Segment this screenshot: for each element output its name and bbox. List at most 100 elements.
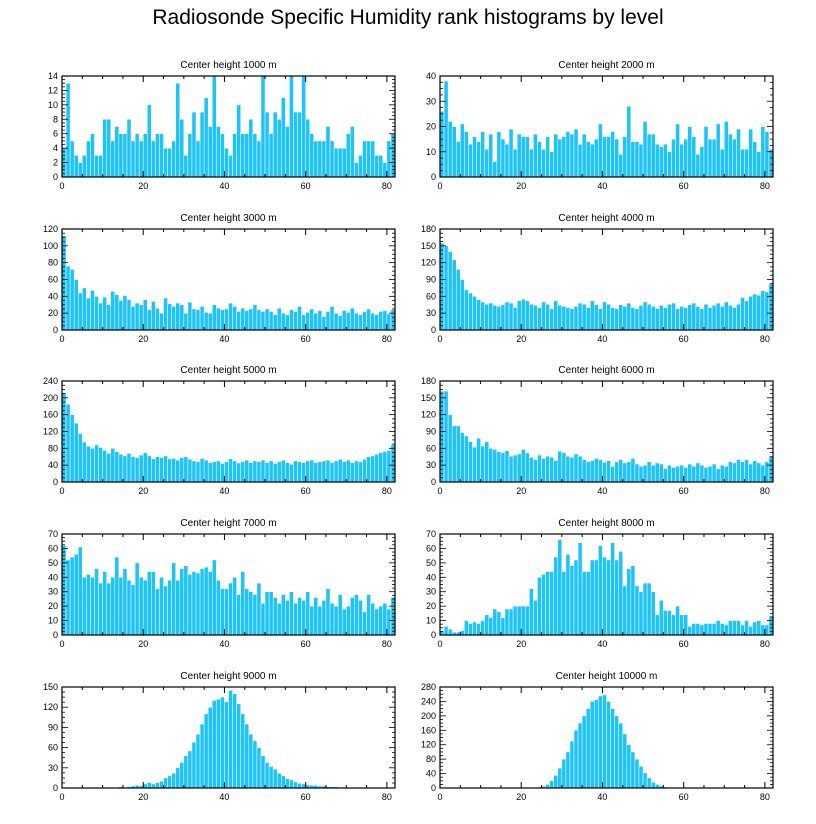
bar <box>390 597 396 636</box>
y-tick-label: 40 <box>426 572 436 582</box>
bar <box>488 133 494 178</box>
bar <box>492 608 498 636</box>
bar <box>468 623 473 636</box>
panel-6000m: Center height 6000 m 0 20 40 60 80 0 30 60 90 120 1… <box>421 365 774 496</box>
bar <box>732 307 737 331</box>
bar <box>272 314 278 331</box>
bar <box>464 131 469 178</box>
bar <box>240 133 245 178</box>
bar <box>695 623 701 636</box>
bar <box>732 462 737 483</box>
bar <box>504 143 510 178</box>
bar <box>260 603 266 636</box>
bar <box>130 140 136 178</box>
bar <box>207 706 213 789</box>
bar <box>504 608 510 636</box>
bar <box>618 722 623 789</box>
bar <box>276 119 282 178</box>
bar <box>691 623 697 636</box>
bar <box>679 464 684 483</box>
bar <box>594 559 599 636</box>
panel-9000m: Center height 9000 m 0 20 40 60 80 0 30 60 90 120 1… <box>43 671 396 802</box>
y-tick-label: 14 <box>48 71 58 81</box>
bar <box>346 605 351 636</box>
bar <box>130 306 136 331</box>
bar <box>268 766 274 789</box>
panel-title: Center height 2000 m <box>558 60 654 71</box>
bar <box>390 444 396 483</box>
x-tick-label: 40 <box>597 639 607 649</box>
bar <box>719 623 725 636</box>
bar <box>468 441 473 483</box>
bar <box>683 614 688 636</box>
bar <box>602 694 607 789</box>
bar <box>260 459 266 483</box>
bar <box>350 597 355 636</box>
bar <box>537 141 542 178</box>
bar <box>252 304 258 331</box>
bar <box>719 148 725 178</box>
bar <box>317 461 323 483</box>
y-tick-label: 90 <box>426 427 436 437</box>
bar <box>195 733 201 789</box>
bar <box>614 138 619 178</box>
bar <box>642 301 648 331</box>
y-tick-label: 2 <box>53 158 58 168</box>
bar <box>703 303 709 331</box>
bar <box>147 309 152 331</box>
bar <box>634 463 640 483</box>
bar <box>187 133 193 178</box>
bar <box>220 463 225 483</box>
x-tick-label: 80 <box>382 181 392 191</box>
bar <box>687 126 693 178</box>
bar <box>606 559 611 636</box>
bar <box>293 781 298 789</box>
x-tick-label: 60 <box>679 334 689 344</box>
bar <box>724 466 729 483</box>
bar <box>573 453 579 483</box>
bar <box>752 460 758 483</box>
bar <box>529 303 534 331</box>
bar <box>73 279 79 331</box>
bar <box>207 312 213 331</box>
bar <box>598 459 603 483</box>
bar <box>171 306 176 331</box>
bar <box>333 460 339 483</box>
bar <box>272 463 278 483</box>
bar <box>634 308 640 331</box>
bar <box>492 305 498 331</box>
panel-8000m: Center height 8000 m 0 20 40 60 80 0 10 20 30 40 50… <box>426 518 774 649</box>
x-tick-label: 60 <box>679 639 689 649</box>
bar <box>354 594 359 636</box>
bar <box>476 437 481 483</box>
bar <box>382 451 388 483</box>
bar <box>439 390 445 483</box>
y-tick-label: 120 <box>421 740 436 750</box>
x-tick-label: 80 <box>760 181 770 191</box>
bar <box>309 605 315 636</box>
bar <box>496 611 502 636</box>
bar <box>224 701 229 789</box>
bar <box>764 291 770 331</box>
bar <box>159 312 164 331</box>
bar <box>285 462 290 483</box>
bar <box>167 775 172 789</box>
bar <box>736 128 741 178</box>
bar <box>350 307 355 331</box>
bar <box>545 571 550 636</box>
y-tick-label: 120 <box>421 258 436 268</box>
bar <box>212 75 217 178</box>
bar <box>667 610 672 636</box>
bar <box>163 297 168 331</box>
bar <box>630 307 636 331</box>
y-tick-label: 50 <box>426 558 436 568</box>
bar <box>622 585 628 636</box>
x-tick-label: 0 <box>59 792 64 802</box>
bar <box>171 772 176 789</box>
bars <box>439 80 774 178</box>
bar <box>191 111 197 178</box>
bar <box>541 301 546 331</box>
bar <box>191 308 197 331</box>
bar <box>488 617 494 636</box>
bar <box>638 591 644 636</box>
